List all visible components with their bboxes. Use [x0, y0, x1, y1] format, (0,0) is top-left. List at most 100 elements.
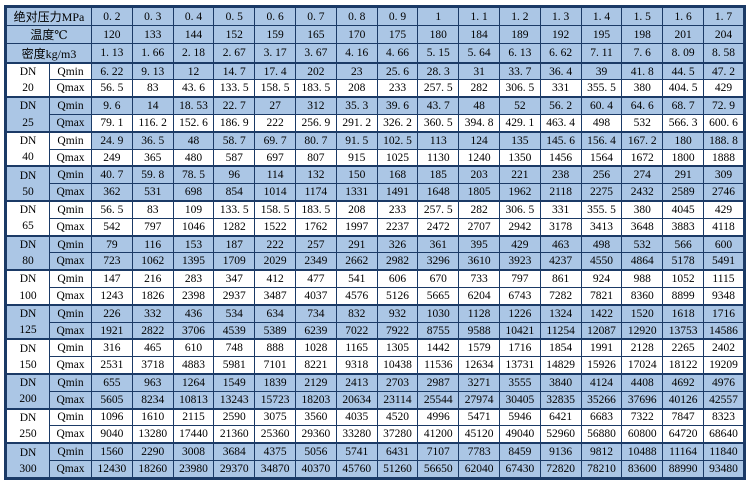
pressure-value: 0. 3: [131, 5, 174, 27]
qmax-value: 83: [131, 79, 174, 98]
temperature-value: 152: [213, 25, 256, 45]
qmax-value: 498: [580, 114, 623, 133]
dn125-qmax-row: Qmax 1921 2822 3706 4539 5389 6239 7022 7922 8755…: [6, 321, 746, 340]
qmin-value: 233: [376, 200, 419, 219]
qmax-value: 394. 8: [458, 114, 500, 133]
qmin-value: 116: [131, 234, 174, 254]
qmax-value: 600. 6: [702, 114, 746, 133]
qmax-value: 2531: [91, 356, 133, 375]
pressure-value: 1. 7: [702, 5, 746, 27]
qmin-value: 274: [621, 165, 664, 185]
dn-cell: DN 200: [5, 373, 50, 410]
qmax-value: 56880: [580, 425, 623, 444]
density-value: 8. 58: [702, 43, 746, 64]
dn20-qmax-row: Qmax 56. 5 83 43. 6 133. 5 158. 5 183. 5 208 233…: [6, 79, 746, 98]
qmax-value: 1962: [498, 183, 541, 202]
temperature-value: 170: [335, 25, 378, 45]
pressure-value: 1. 6: [662, 5, 704, 27]
qmin-value: 2703: [376, 372, 419, 392]
qmin-value: 465: [131, 338, 174, 358]
qmax-value: 5491: [702, 252, 746, 271]
qmax-value: 531: [131, 183, 174, 202]
qmin-value: 2115: [172, 407, 215, 427]
qmax-value: 79. 1: [91, 114, 133, 133]
qmax-value: 2349: [295, 252, 337, 271]
qmax-value: 1395: [172, 252, 215, 271]
qmin-value: 40. 7: [91, 165, 133, 185]
qmax-value: 1648: [417, 183, 460, 202]
density-value: 3. 17: [254, 43, 296, 64]
qmax-value: 698: [172, 183, 215, 202]
qmin-value: 4996: [417, 407, 460, 427]
qmin-value: 132: [295, 165, 337, 185]
dn-cell: DN 40: [5, 130, 50, 167]
qmax-value: 587: [213, 148, 256, 167]
qmin-value: 238: [539, 165, 582, 185]
qmin-value: 156. 4: [580, 130, 623, 150]
qmax-value: 5389: [254, 321, 296, 340]
qmin-value: 610: [172, 338, 215, 358]
qmin-value: 924: [580, 269, 623, 289]
qmin-value: 4520: [376, 407, 419, 427]
qmin-value: 135: [498, 130, 541, 150]
qmax-value: 12087: [580, 321, 623, 340]
qmax-value: 34870: [254, 459, 296, 480]
qmin-value: 436: [172, 303, 215, 323]
qmin-value: 180: [662, 130, 704, 150]
qmin-value: 153: [172, 234, 215, 254]
qmax-value: 4883: [172, 356, 215, 375]
qmin-value: 7783: [458, 442, 500, 461]
qmin-value: 183. 5: [295, 200, 337, 219]
qmin-value: 6431: [376, 442, 419, 461]
qmax-value: 1025: [376, 148, 419, 167]
dn100-qmin-row: DN 100 Qmin 147 216 283 347 412 477 541 606 670 733 7…: [5, 269, 746, 306]
qmax-value: 45760: [335, 459, 378, 480]
qmin-value: 477: [295, 269, 337, 289]
qmin-value: 188. 8: [702, 130, 746, 150]
dn20-qmin-row: DN 20 Qmin 6. 22 9. 13 12 14. 7 17. 4 202 23 25. 6…: [5, 61, 746, 98]
qmin-value: 145. 6: [539, 130, 582, 150]
qmax-value: 9348: [702, 287, 746, 306]
qmin-value: 72. 9: [702, 96, 746, 116]
temperature-value: 201: [662, 25, 704, 45]
qmin-value: 1716: [498, 338, 541, 358]
qmax-value: 355. 5: [580, 79, 623, 98]
qmin-value: 78. 5: [172, 165, 215, 185]
qmax-value: 88990: [662, 459, 704, 480]
qmax-value: 249: [91, 148, 133, 167]
qmin-value: 2290: [131, 442, 174, 461]
dn-cell: DN 100: [5, 269, 50, 306]
pressure-value: 0. 9: [376, 5, 419, 27]
qmin-value: 56. 5: [91, 200, 133, 219]
qmax-value: 326. 2: [376, 114, 419, 133]
qmax-value: 6204: [458, 287, 500, 306]
dn250-qmin-row: DN 250 Qmin 1096 1610 2115 2590 3075 3560 4035 452…: [5, 407, 746, 444]
qmax-value: 13731: [498, 356, 541, 375]
qmax-value: 1997: [335, 217, 378, 237]
qmin-value: 1030: [417, 303, 460, 323]
qmax-label: Qmax: [48, 217, 93, 237]
dn25-qmin-row: DN 25 Qmin 9. 6 14 18. 53 22. 7 27 312 35. 3 39. 6…: [5, 96, 746, 133]
qmin-value: 634: [254, 303, 296, 323]
dn-cell: DN 250: [5, 407, 50, 444]
qmax-value: 3648: [621, 217, 664, 237]
qmax-value: 52960: [539, 425, 582, 444]
temperature-value: 195: [580, 25, 623, 45]
qmax-value: 25360: [254, 425, 296, 444]
qmin-value: 23: [335, 61, 378, 81]
qmax-value: 257. 5: [417, 79, 460, 98]
qmin-value: 429: [702, 200, 746, 219]
dn300-qmin-row: DN 300 Qmin 1560 2290 3008 3684 4375 5056 5741 643…: [5, 442, 746, 480]
qmin-value: 80. 7: [295, 130, 337, 150]
qmin-value: 24. 9: [91, 130, 133, 150]
qmin-value: 1305: [376, 338, 419, 358]
dn125-qmin-row: DN 125 Qmin 226 332 436 534 634 734 832 932 1030 112…: [5, 303, 746, 340]
qmax-value: 1014: [254, 183, 296, 202]
qmax-value: 2472: [417, 217, 460, 237]
dn250-qmax-row: Qmax 9040 13280 17440 21360 25360 29360 33280 37…: [6, 425, 746, 444]
qmax-value: 5126: [376, 287, 419, 306]
dn100-qmax-row: Qmax 1243 1826 2398 2937 3487 4037 4576 5126 5665…: [6, 287, 746, 306]
qmin-value: 216: [131, 269, 174, 289]
qmin-value: 113: [417, 130, 460, 150]
